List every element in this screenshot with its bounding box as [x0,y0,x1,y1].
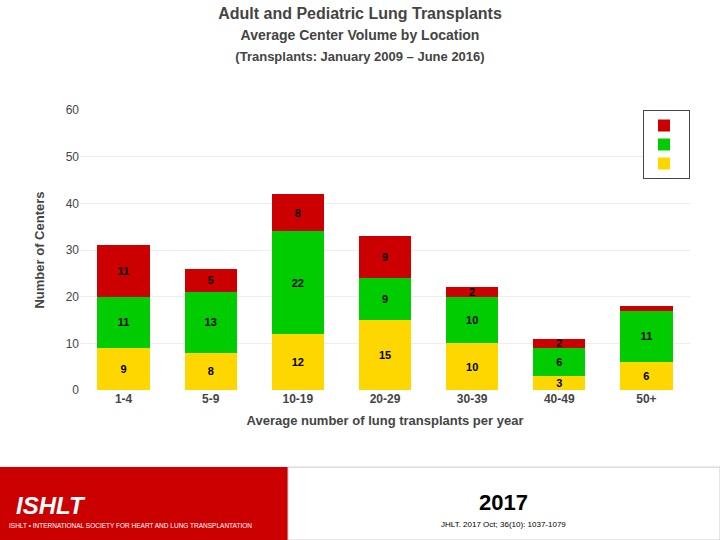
svg-text:JHLT. 2017 Oct; 36(10): 1037-1: JHLT. 2017 Oct; 36(10): 1037-1079 [441,520,566,529]
svg-text:1-4: 1-4 [115,392,133,406]
svg-text:10: 10 [466,361,478,373]
svg-text:20: 20 [66,290,80,304]
svg-text:5-9: 5-9 [202,392,220,406]
svg-text:22: 22 [292,277,304,289]
svg-text:40-49: 40-49 [544,392,575,406]
svg-text:2: 2 [556,337,562,349]
svg-text:9: 9 [121,363,127,375]
svg-text:8: 8 [295,207,301,219]
svg-text:ISHLT • INTERNATIONAL SOCIETY: ISHLT • INTERNATIONAL SOCIETY FOR HEART … [9,522,252,529]
svg-text:12: 12 [292,356,304,368]
svg-text:10: 10 [466,314,478,326]
svg-text:8: 8 [208,365,214,377]
svg-text:40: 40 [66,197,80,211]
svg-text:30: 30 [66,243,80,257]
svg-text:2017: 2017 [479,490,528,515]
svg-text:9: 9 [382,251,388,263]
svg-text:Adult and Pediatric Lung Trans: Adult and Pediatric Lung TransplantsAver… [218,5,502,64]
svg-text:60: 60 [66,103,80,117]
svg-text:6: 6 [643,370,649,382]
svg-text:10: 10 [66,337,80,351]
svg-text:ISHLT: ISHLT [16,492,86,519]
svg-text:50: 50 [66,150,80,164]
svg-text:0: 0 [72,383,79,397]
svg-text:6: 6 [556,356,562,368]
svg-text:Average number of lung transpl: Average number of lung transplants per y… [247,413,524,428]
svg-text:15: 15 [379,349,391,361]
svg-text:2: 2 [469,286,475,298]
svg-text:3: 3 [556,377,562,389]
svg-text:10-19: 10-19 [283,392,314,406]
svg-text:50+: 50+ [636,392,656,406]
svg-text:9: 9 [382,293,388,305]
svg-text:20-29: 20-29 [370,392,401,406]
svg-text:30-39: 30-39 [457,392,488,406]
svg-text:11: 11 [118,316,130,328]
svg-text:5: 5 [208,274,214,286]
svg-text:13: 13 [205,316,217,328]
svg-text:11: 11 [118,265,130,277]
svg-text:11: 11 [641,330,653,342]
svg-text:Number of Centers: Number of Centers [32,191,47,308]
